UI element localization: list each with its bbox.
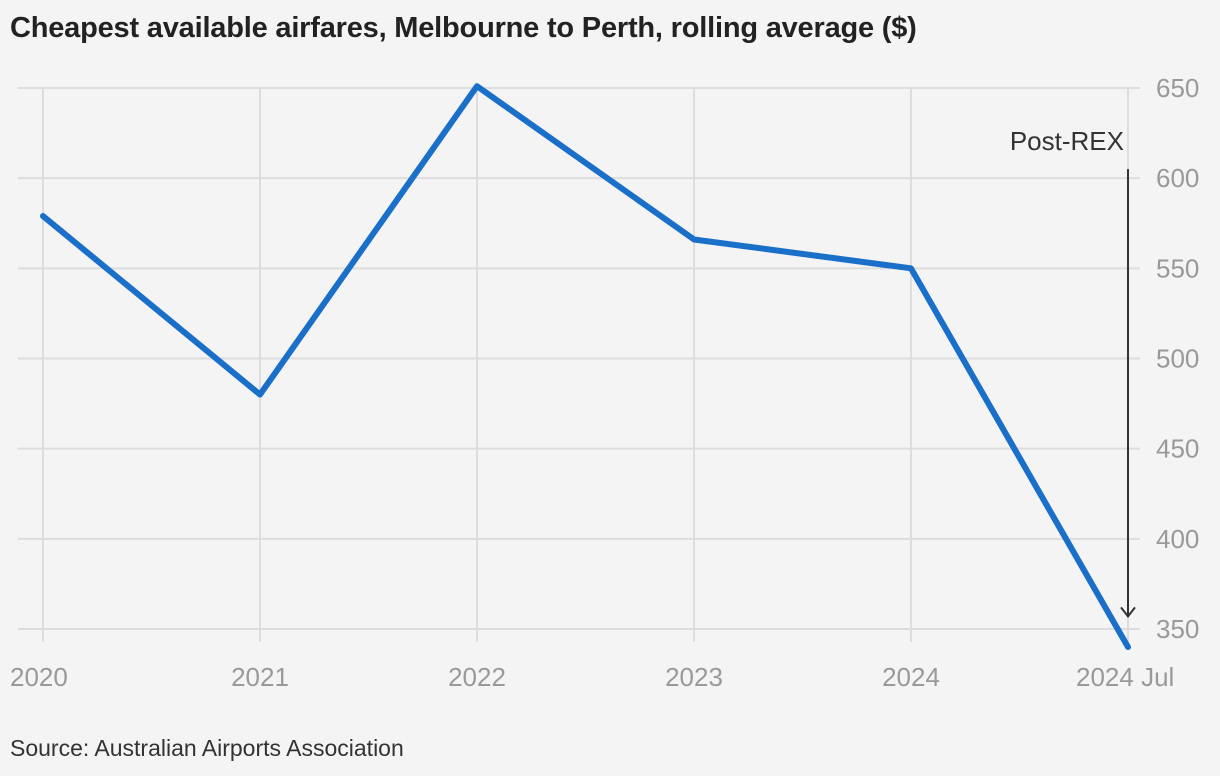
x-axis-tick-labels: 2020 2021 2022 2023 2024 2024 Jul	[10, 662, 1174, 692]
y-tick-label: 500	[1156, 344, 1199, 374]
x-tick-label: 2020	[10, 662, 68, 692]
chart-title: Cheapest available airfares, Melbourne t…	[10, 12, 917, 44]
x-tick-label: 2021	[231, 662, 289, 692]
series-lines	[40, 83, 1131, 651]
x-tick-label: 2022	[448, 662, 506, 692]
y-tick-label: 600	[1156, 163, 1199, 193]
source-note: Source: Australian Airports Association	[10, 735, 404, 761]
y-tick-label: 550	[1156, 253, 1199, 283]
horizontal-gridlines	[18, 87, 1140, 630]
x-tick-label: 2023	[665, 662, 723, 692]
x-tick-label: 2024	[882, 662, 940, 692]
annotation-post-rex: Post-REX	[1010, 126, 1136, 619]
y-tick-label: 450	[1156, 434, 1199, 464]
y-tick-label: 350	[1156, 614, 1199, 644]
y-axis-tick-labels: 350 400 450 500 550 600 650	[1156, 73, 1199, 644]
x-tick-label: 2024 Jul	[1076, 662, 1174, 692]
series-line	[40, 83, 1131, 651]
y-tick-label: 400	[1156, 524, 1199, 554]
vertical-gridlines	[42, 88, 1129, 642]
annotation-label: Post-REX	[1010, 126, 1124, 156]
y-tick-label: 650	[1156, 73, 1199, 103]
annotation-arrow-head	[1120, 606, 1136, 619]
